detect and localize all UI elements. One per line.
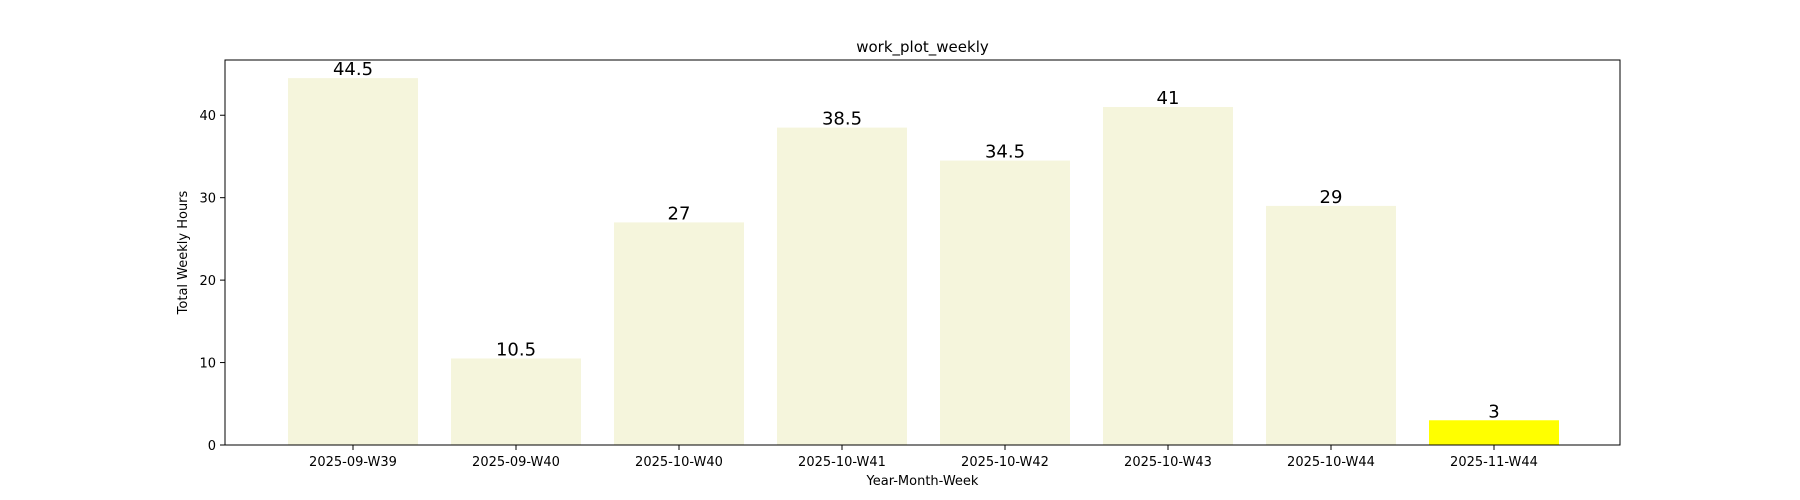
data-label-2025-09-W39: 44.5: [333, 59, 373, 80]
y-axis: 0 10 20 30 40: [199, 109, 225, 454]
bars-layer: [288, 78, 1559, 446]
bar-2025-11-W44: [1429, 420, 1559, 445]
x-axis-title: Year-Month-Week: [866, 474, 979, 489]
plot-frame: [224, 59, 1621, 446]
chart-title: work_plot_weekly: [856, 38, 989, 57]
x-tick-label: 2025-10-W43: [1124, 455, 1212, 470]
bar-2025-09-W39: [288, 78, 418, 445]
x-tick-label: 2025-10-W40: [635, 455, 723, 470]
data-label-2025-10-W42: 34.5: [985, 142, 1025, 163]
y-axis-title: Total Weekly Hours: [176, 190, 191, 315]
data-label-2025-10-W43: 41: [1157, 88, 1180, 109]
x-axis: 2025-09-W39 2025-09-W40 2025-10-W40 2025-10…: [309, 445, 1538, 470]
y-tick-label: 10: [199, 357, 216, 372]
x-tick-label: 2025-11-W44: [1450, 455, 1538, 470]
y-tick-label: 40: [199, 109, 216, 124]
x-tick-label: 2025-09-W39: [309, 455, 397, 470]
data-label-2025-10-W41: 38.5: [822, 109, 862, 130]
x-tick-label: 2025-10-W41: [798, 455, 886, 470]
y-tick-label: 20: [199, 274, 216, 289]
bar-2025-10-W42: [940, 160, 1070, 445]
x-tick-label: 2025-10-W42: [961, 455, 1049, 470]
x-tick-label: 2025-09-W40: [472, 455, 560, 470]
bar-2025-10-W40: [614, 222, 744, 445]
bar-2025-10-W43: [1103, 106, 1233, 446]
data-label-2025-11-W44: 3: [1488, 401, 1499, 422]
y-tick-label: 30: [199, 192, 216, 207]
bar-2025-10-W41: [777, 127, 907, 445]
bar-2025-09-W40: [451, 358, 581, 445]
data-label-2025-10-W40: 27: [668, 203, 691, 224]
data-labels-layer: 44.5 10.5 27 38.5 34.5 41 29 3: [333, 59, 1500, 422]
x-tick-label: 2025-10-W44: [1287, 455, 1375, 470]
bar-2025-10-W44: [1266, 205, 1396, 445]
data-label-2025-10-W44: 29: [1320, 187, 1343, 208]
y-tick-label: 0: [208, 439, 216, 454]
data-label-2025-09-W40: 10.5: [496, 339, 536, 360]
